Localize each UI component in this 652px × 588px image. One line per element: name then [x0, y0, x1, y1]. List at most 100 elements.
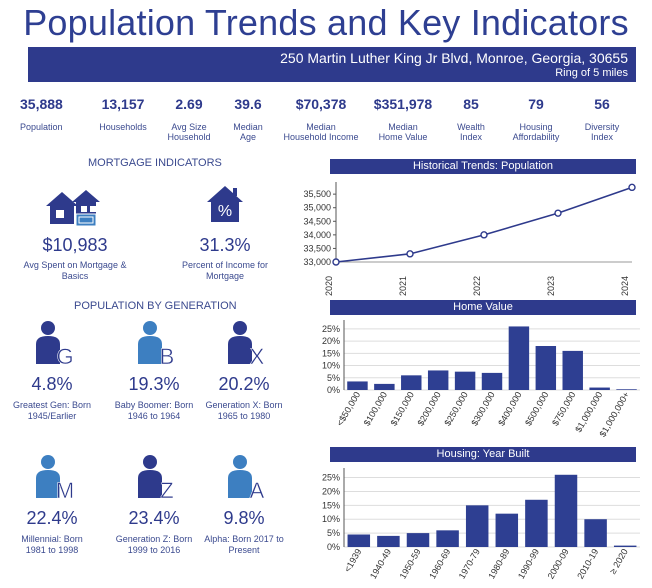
- generation-caption-2: 1981 to 1998: [25, 545, 79, 555]
- population-point: [406, 250, 414, 258]
- bar: [481, 372, 503, 390]
- bar: [616, 389, 637, 390]
- kpi-value: 35,888: [20, 96, 63, 112]
- kpi-value: 39.6: [234, 96, 262, 112]
- house-percent-icon: %: [207, 186, 243, 222]
- kpi-label: Median: [233, 122, 263, 132]
- generation-caption-2: 1999 to 2016: [127, 545, 181, 555]
- bar: [377, 535, 400, 547]
- kpi-label: Avg Size: [171, 122, 207, 132]
- x-tick-label: $300,000: [469, 390, 496, 428]
- kpi-value: 2.69: [175, 96, 203, 112]
- generation-caption: Millennial: Born 1981 to 1998: [0, 534, 104, 556]
- mortgage-percent-label-2: Mortgage: [205, 271, 245, 281]
- generation-caption-2: 1946 to 1964: [127, 411, 181, 421]
- population-chart-title: Historical Trends: Population: [330, 159, 636, 174]
- kpi-label: Households: [99, 122, 147, 132]
- x-tick-label: 2020: [324, 276, 334, 296]
- x-tick-label: $150,000: [389, 390, 416, 428]
- x-tick-label: 1970-79: [457, 547, 482, 581]
- kpi-value: 79: [528, 96, 544, 112]
- y-tick-label: 5%: [327, 373, 340, 383]
- year-built-bar-chart: 0% 5% 10% 15% 20% 25% <1939 1940-49 1950-59 1960-…: [322, 468, 640, 581]
- y-tick-label: 10%: [322, 361, 340, 371]
- bar: [406, 533, 430, 547]
- x-tick-label: $250,000: [442, 390, 469, 428]
- kpi-median-household-income: $70,378 Median Household Income: [280, 96, 362, 142]
- mortgage-spent-label-1: Avg Spent on Mortgage &: [23, 260, 127, 270]
- x-tick-label: ≥ 2020: [608, 547, 630, 576]
- generation-value: 23.4%: [128, 508, 180, 528]
- kpi-value: 56: [594, 96, 610, 112]
- population-point: [480, 231, 488, 239]
- y-tick-label: 34,500: [303, 216, 331, 226]
- person-b-icon: B: [138, 321, 175, 366]
- generation-caption-2: Present: [228, 545, 260, 555]
- generation-value: 22.4%: [26, 508, 78, 528]
- kpi-housing-affordability: 79 Housing Affordability: [506, 96, 566, 142]
- kpi-population: 35,888 Population: [20, 96, 63, 132]
- generation-caption-1: Generation X: Born: [205, 400, 283, 410]
- x-tick-label: <1939: [342, 547, 363, 574]
- generation-letter: B: [160, 344, 175, 366]
- generation-caption-1: Greatest Gen: Born: [12, 400, 92, 410]
- y-tick-label: 25%: [322, 324, 340, 334]
- population-point: [332, 258, 340, 266]
- generation-letter: A: [250, 478, 265, 500]
- person-g-icon: G: [36, 321, 74, 366]
- population-point: [554, 209, 562, 217]
- kpi-value: $70,378: [295, 96, 347, 112]
- kpi-avg-household-size: 2.69 Avg Size Household: [166, 96, 212, 142]
- generation-caption-1: Alpha: Born 2017 to: [204, 534, 284, 544]
- generation-heading: POPULATION BY GENERATION: [74, 300, 237, 312]
- y-tick-label: 10%: [322, 514, 340, 524]
- x-tick-label: 1990-99: [516, 547, 541, 581]
- person-z-icon: Z: [138, 455, 174, 500]
- bar: [495, 513, 519, 547]
- year-built-chart-title: Housing: Year Built: [330, 447, 636, 462]
- bar: [508, 326, 530, 390]
- kpi-label: Population: [20, 122, 63, 132]
- y-tick-label: 15%: [322, 500, 340, 510]
- bar: [347, 534, 371, 547]
- y-tick-label: 20%: [322, 336, 340, 346]
- kpi-median-age: 39.6 Median Age: [228, 96, 268, 142]
- x-tick-label: 1950-59: [398, 547, 423, 581]
- x-tick-label: 2022: [472, 276, 482, 296]
- kpi-wealth-index: 85 Wealth Index: [452, 96, 490, 142]
- bar: [525, 499, 548, 547]
- bar: [562, 350, 583, 390]
- bar: [347, 381, 368, 390]
- kpi-label-2: Index: [459, 132, 483, 142]
- y-tick-label: 33,000: [303, 257, 331, 267]
- generation-caption-1: Baby Boomer: Born: [114, 400, 194, 410]
- person-m-icon: M: [36, 455, 74, 500]
- generation-letter: X: [250, 344, 265, 366]
- y-tick-label: 25%: [322, 473, 340, 483]
- kpi-value: 13,157: [101, 96, 145, 112]
- home-value-chart-title: Home Value: [330, 300, 636, 315]
- bar: [374, 383, 395, 390]
- y-tick-label: 0%: [327, 385, 340, 395]
- bar: [589, 387, 610, 390]
- generation-letter: Z: [160, 478, 173, 500]
- generation-value: 9.8%: [223, 508, 265, 528]
- population-line-chart: 33,000 33,500 34,000 34,500 35,000 35,500 2020…: [303, 182, 636, 296]
- population-series-line: [335, 186, 633, 263]
- kpi-label-2: Household: [167, 132, 211, 142]
- house-money-icon: [46, 190, 100, 227]
- ring-text: Ring of 5 miles: [555, 67, 628, 79]
- kpi-label: Median: [388, 122, 418, 132]
- mortgage-percent-label-1: Percent of Income for: [181, 260, 269, 270]
- x-tick-label: 2024: [620, 276, 630, 296]
- kpi-label: Wealth: [457, 122, 485, 132]
- mortgage-spent-label: Avg Spent on Mortgage & Basics: [20, 260, 130, 282]
- population-point: [628, 183, 636, 192]
- generation-caption: Generation X: Born 1965 to 1980: [192, 400, 296, 422]
- bar: [613, 545, 637, 547]
- bar: [554, 474, 578, 547]
- x-tick-label: 1960-69: [427, 547, 452, 581]
- bar: [584, 519, 607, 547]
- generation-value: 4.8%: [31, 374, 73, 394]
- kpi-label-2: Index: [590, 132, 614, 142]
